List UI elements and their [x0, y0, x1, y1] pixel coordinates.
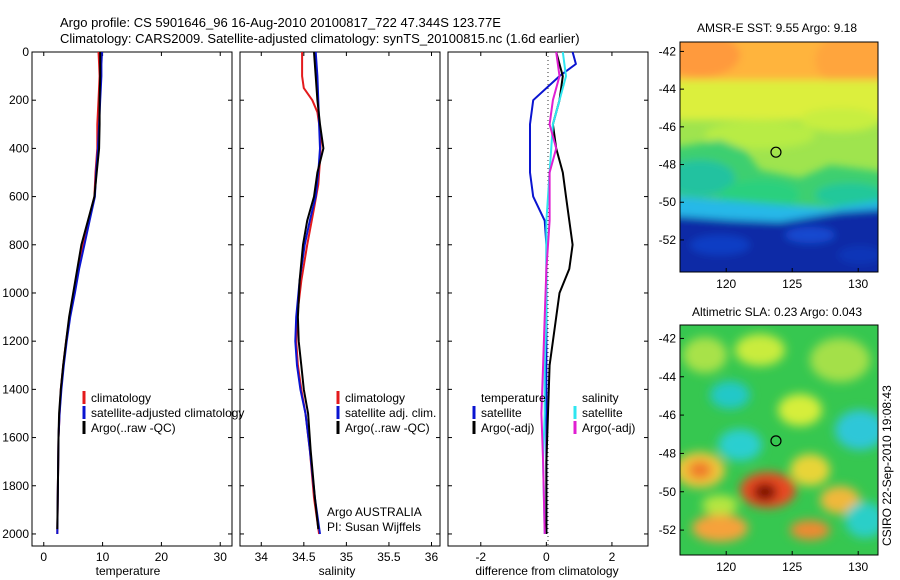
depth-tick-label: 1600 [2, 431, 29, 445]
x-tick-label: 20 [155, 550, 169, 564]
sla-lon-axis: 120 125 130 [716, 551, 869, 574]
csiro-timestamp-label: CSIRO 22-Sep-2010 19:08:43 [880, 385, 894, 546]
lon-tick-label: 130 [848, 560, 868, 574]
sla-argo-location-marker [770, 435, 782, 447]
difference-panel-frame [447, 51, 649, 547]
temperature-profiles [56, 51, 103, 535]
argo-pi-annotation: PI: Susan Wijffels [327, 520, 421, 534]
x-tick-label: 2 [609, 550, 616, 564]
lon-tick-label: 125 [782, 277, 802, 291]
legend-label-satellite: satellite-adjusted climatology [91, 406, 244, 420]
legend-label-climatology: climatology [345, 391, 405, 405]
series-line-salinity-argo-adj [540, 51, 561, 535]
sst-map-frame [679, 41, 879, 273]
difference-axis-label: difference from climatology [475, 564, 618, 578]
argo-program-annotation: Argo AUSTRALIA [327, 505, 422, 519]
legend-label-temp-argo: Argo(-adj) [481, 421, 534, 435]
salinity-profiles [294, 51, 325, 535]
salinity-legend: climatology satellite adj. clim. Argo(..… [336, 391, 436, 435]
lon-tick-label: 125 [782, 560, 802, 574]
lat-tick-label: -42 [659, 44, 677, 58]
depth-tick-label: 1200 [2, 334, 29, 348]
lat-tick-label: -50 [659, 195, 677, 209]
salinity-axis-label: salinity [319, 564, 356, 578]
x-tick-label: 0 [40, 550, 47, 564]
x-tick-label: 34 [255, 550, 269, 564]
sst-argo-location-marker [770, 146, 782, 158]
lat-tick-label: -46 [659, 120, 677, 134]
x-tick-label: 34.5 [292, 550, 316, 564]
temperature-axis-label: temperature [96, 564, 161, 578]
sst-map [680, 42, 878, 272]
lon-tick-label: 130 [848, 277, 868, 291]
depth-tick-label: 0 [22, 45, 29, 59]
series-line-argo-raw-qc [296, 51, 325, 530]
depth-tick-label: 600 [9, 190, 29, 204]
sla-map [680, 325, 878, 555]
legend-label-satellite: satellite adj. clim. [345, 406, 436, 420]
depth-tick-label: 1400 [2, 382, 29, 396]
series-line-salinity-satellite [542, 51, 567, 535]
depth-tick-label: 800 [9, 238, 29, 252]
figure-title-line1: Argo profile: CS 5901646_96 16-Aug-2010 … [60, 15, 501, 30]
x-tick-label: 10 [96, 550, 110, 564]
x-tick-label: 0 [543, 550, 550, 564]
lat-tick-label: -44 [659, 82, 677, 96]
legend-label-temp-satellite: satellite [481, 406, 522, 420]
legend-label-argo: Argo(..raw -QC) [345, 421, 430, 435]
x-tick-label: 30 [214, 550, 228, 564]
sst-map-title: AMSR-E SST: 9.55 Argo: 9.18 [697, 21, 857, 35]
series-line-climatology [56, 51, 101, 535]
difference-profiles [529, 51, 577, 535]
lat-tick-label: -52 [659, 523, 677, 537]
legend-label-argo: Argo(..raw -QC) [91, 421, 176, 435]
depth-axis: 0 200 400 600 800 1000 1200 1400 1600 1800 2000 [2, 45, 648, 541]
depth-tick-label: 1000 [2, 286, 29, 300]
legend-heading-salinity: salinity [582, 391, 619, 405]
lat-tick-label: -48 [659, 158, 677, 172]
depth-tick-label: 400 [9, 141, 29, 155]
lon-tick-label: 120 [716, 277, 736, 291]
sla-map-title: Altimetric SLA: 0.23 Argo: 0.043 [692, 305, 862, 319]
legend-label-climatology: climatology [91, 391, 151, 405]
x-tick-label: -2 [475, 550, 486, 564]
series-line-satellite-adjusted-climatology [56, 51, 103, 535]
depth-tick-label: 200 [9, 93, 29, 107]
legend-heading-temperature: temperature [481, 391, 546, 405]
sst-lat-axis: -42 -44 -46 -48 -50 -52 [659, 44, 684, 247]
sst-lon-axis: 120 125 130 [716, 268, 869, 291]
sla-lat-axis: -42 -44 -46 -48 -50 -52 [659, 331, 684, 537]
temperature-panel-frame [31, 51, 233, 547]
depth-tick-label: 1800 [2, 479, 29, 493]
x-tick-label: 35.5 [377, 550, 401, 564]
legend-label-sal-satellite: satellite [582, 406, 623, 420]
depth-tick-label: 2000 [2, 527, 29, 541]
salinity-panel-frame [239, 51, 441, 547]
salinity-x-axis: 34 34.5 35 35.5 36 [255, 52, 439, 564]
sla-map-frame [679, 324, 879, 556]
lat-tick-label: -42 [659, 331, 677, 345]
x-tick-label: 36 [425, 550, 439, 564]
lat-tick-label: -48 [659, 446, 677, 460]
lat-tick-label: -50 [659, 485, 677, 499]
figure-title-line2: Climatology: CARS2009. Satellite-adjuste… [60, 31, 580, 46]
lat-tick-label: -52 [659, 233, 677, 247]
x-tick-label: 35 [340, 550, 354, 564]
lon-tick-label: 120 [716, 560, 736, 574]
legend-label-sal-argo: Argo(-adj) [582, 421, 635, 435]
temperature-x-axis: 0 10 20 30 [40, 52, 227, 564]
lat-tick-label: -46 [659, 408, 677, 422]
difference-legend: temperature satellite Argo(-adj) salinit… [472, 391, 635, 435]
series-line-argo-raw-qc [56, 52, 102, 530]
lat-tick-label: -44 [659, 370, 677, 384]
temperature-legend: climatology satellite-adjusted climatolo… [82, 391, 244, 435]
difference-x-axis: -2 0 2 [475, 52, 616, 564]
